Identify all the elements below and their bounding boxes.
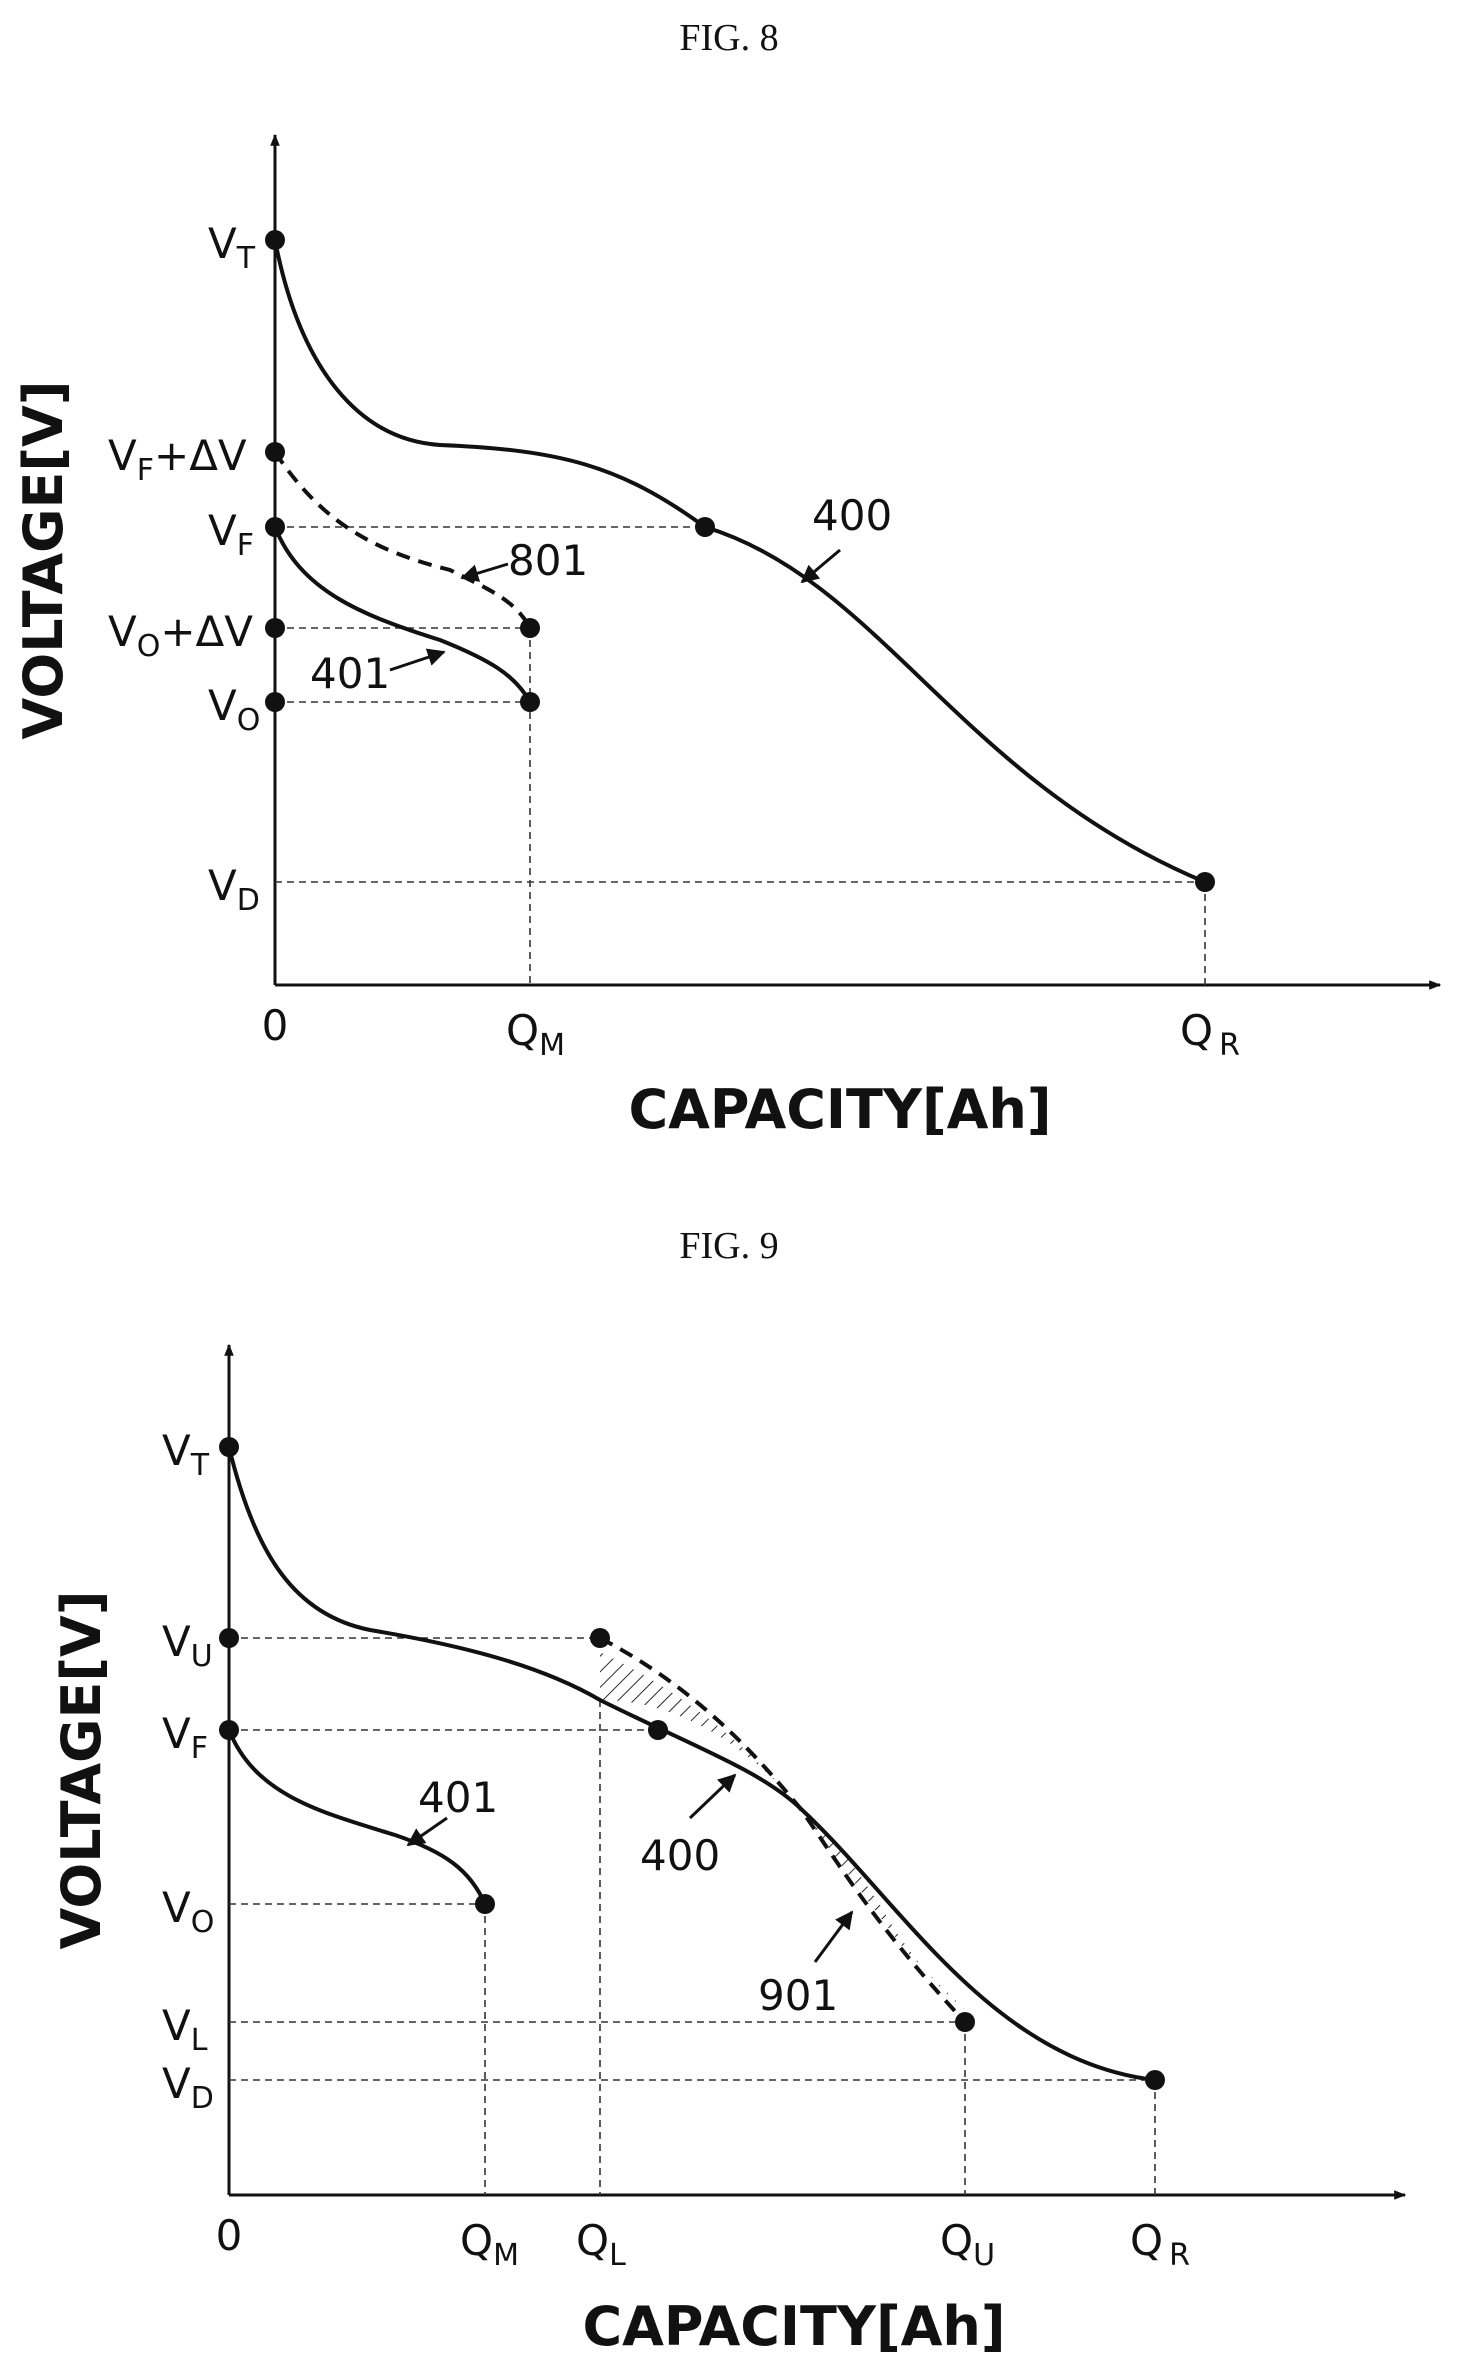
fig9-label-vt: VT — [162, 1426, 210, 1483]
fig8-point-vo — [265, 692, 285, 712]
fig8-point-vf-dv — [265, 442, 285, 462]
fig9-label-vl: VL — [162, 2001, 208, 2058]
fig9-callout-400: 400 — [640, 1831, 720, 1880]
fig9-point-901-start — [590, 1628, 610, 1648]
fig8-point-vf — [265, 517, 285, 537]
fig8-point-801-end — [520, 618, 540, 638]
fig8-y-axis-title: VOLTAGE[V] — [12, 380, 75, 739]
fig8: FIG. 8 VT VF+ΔV VF VO+ΔV VO VD 0 — [12, 17, 1442, 1141]
fig9-label-vf: VF — [162, 1709, 208, 1766]
fig8-label-vf-dv: VF+ΔV — [108, 431, 247, 488]
fig9-label-zero: 0 — [216, 2211, 243, 2260]
fig9-label-ql: QL — [576, 2216, 626, 2273]
fig9-point-vt — [219, 1437, 239, 1457]
fig8-label-vf: VF — [208, 506, 254, 563]
fig8-leader-400 — [800, 548, 841, 584]
fig8-label-qm: QM — [506, 1006, 565, 1063]
fig8-point-401-end — [520, 692, 540, 712]
fig9-leader-400 — [688, 1773, 737, 1820]
fig9-curve-401 — [227, 1729, 487, 1905]
fig9-label-vu: VU — [162, 1617, 213, 1674]
fig9-hatched-region — [600, 1652, 965, 2010]
fig8-label-vo-dv: VO+ΔV — [108, 607, 253, 664]
fig9-leader-901 — [813, 1910, 854, 1963]
fig8-leader-801 — [460, 562, 509, 582]
fig8-label-vd: VD — [208, 861, 260, 918]
fig8-curve-801 — [273, 450, 532, 629]
fig9-point-401-end — [475, 1894, 495, 1914]
fig9-point-901-end — [955, 2012, 975, 2032]
fig8-point-400-vf — [695, 517, 715, 537]
fig9-title: FIG. 9 — [679, 1225, 778, 1267]
fig8-leader-401 — [389, 648, 446, 672]
fig9-x-axis-title: CAPACITY[Ah] — [582, 2295, 1005, 2358]
fig9-label-qu: QU — [940, 2216, 995, 2273]
fig9-curve-901 — [599, 1636, 967, 2024]
fig9-label-qm: QM — [460, 2216, 519, 2273]
fig9-point-400-end — [1145, 2070, 1165, 2090]
fig8-title: FIG. 8 — [679, 17, 778, 59]
fig9: FIG. 9 VT VU VF VO VL VD — [50, 1225, 1407, 2358]
fig8-label-zero: 0 — [262, 1001, 289, 1050]
fig9-leader-401 — [406, 1816, 448, 1847]
fig8-point-400-end — [1195, 872, 1215, 892]
fig8-callout-400: 400 — [812, 491, 892, 540]
fig8-curve-401 — [273, 526, 532, 703]
fig9-callout-901: 901 — [758, 1971, 838, 2020]
fig9-point-vf — [219, 1720, 239, 1740]
fig9-label-vd: VD — [162, 2059, 214, 2116]
fig8-point-vo-dv — [265, 618, 285, 638]
fig8-callout-401: 401 — [310, 649, 390, 698]
fig8-x-axis-title: CAPACITY[Ah] — [628, 1078, 1051, 1141]
fig8-callout-801: 801 — [508, 536, 588, 585]
fig9-point-vu — [219, 1628, 239, 1648]
fig8-label-vo: VO — [208, 681, 260, 738]
fig8-curve-400 — [273, 239, 1206, 884]
fig9-label-vo: VO — [162, 1883, 214, 1940]
fig9-y-axis-title: VOLTAGE[V] — [50, 1590, 113, 1949]
fig8-label-vt: VT — [208, 219, 256, 276]
fig9-point-400-vf — [648, 1720, 668, 1740]
fig9-callout-401: 401 — [418, 1773, 498, 1822]
fig8-point-vt — [265, 230, 285, 250]
fig9-curve-400 — [227, 1446, 1156, 2082]
